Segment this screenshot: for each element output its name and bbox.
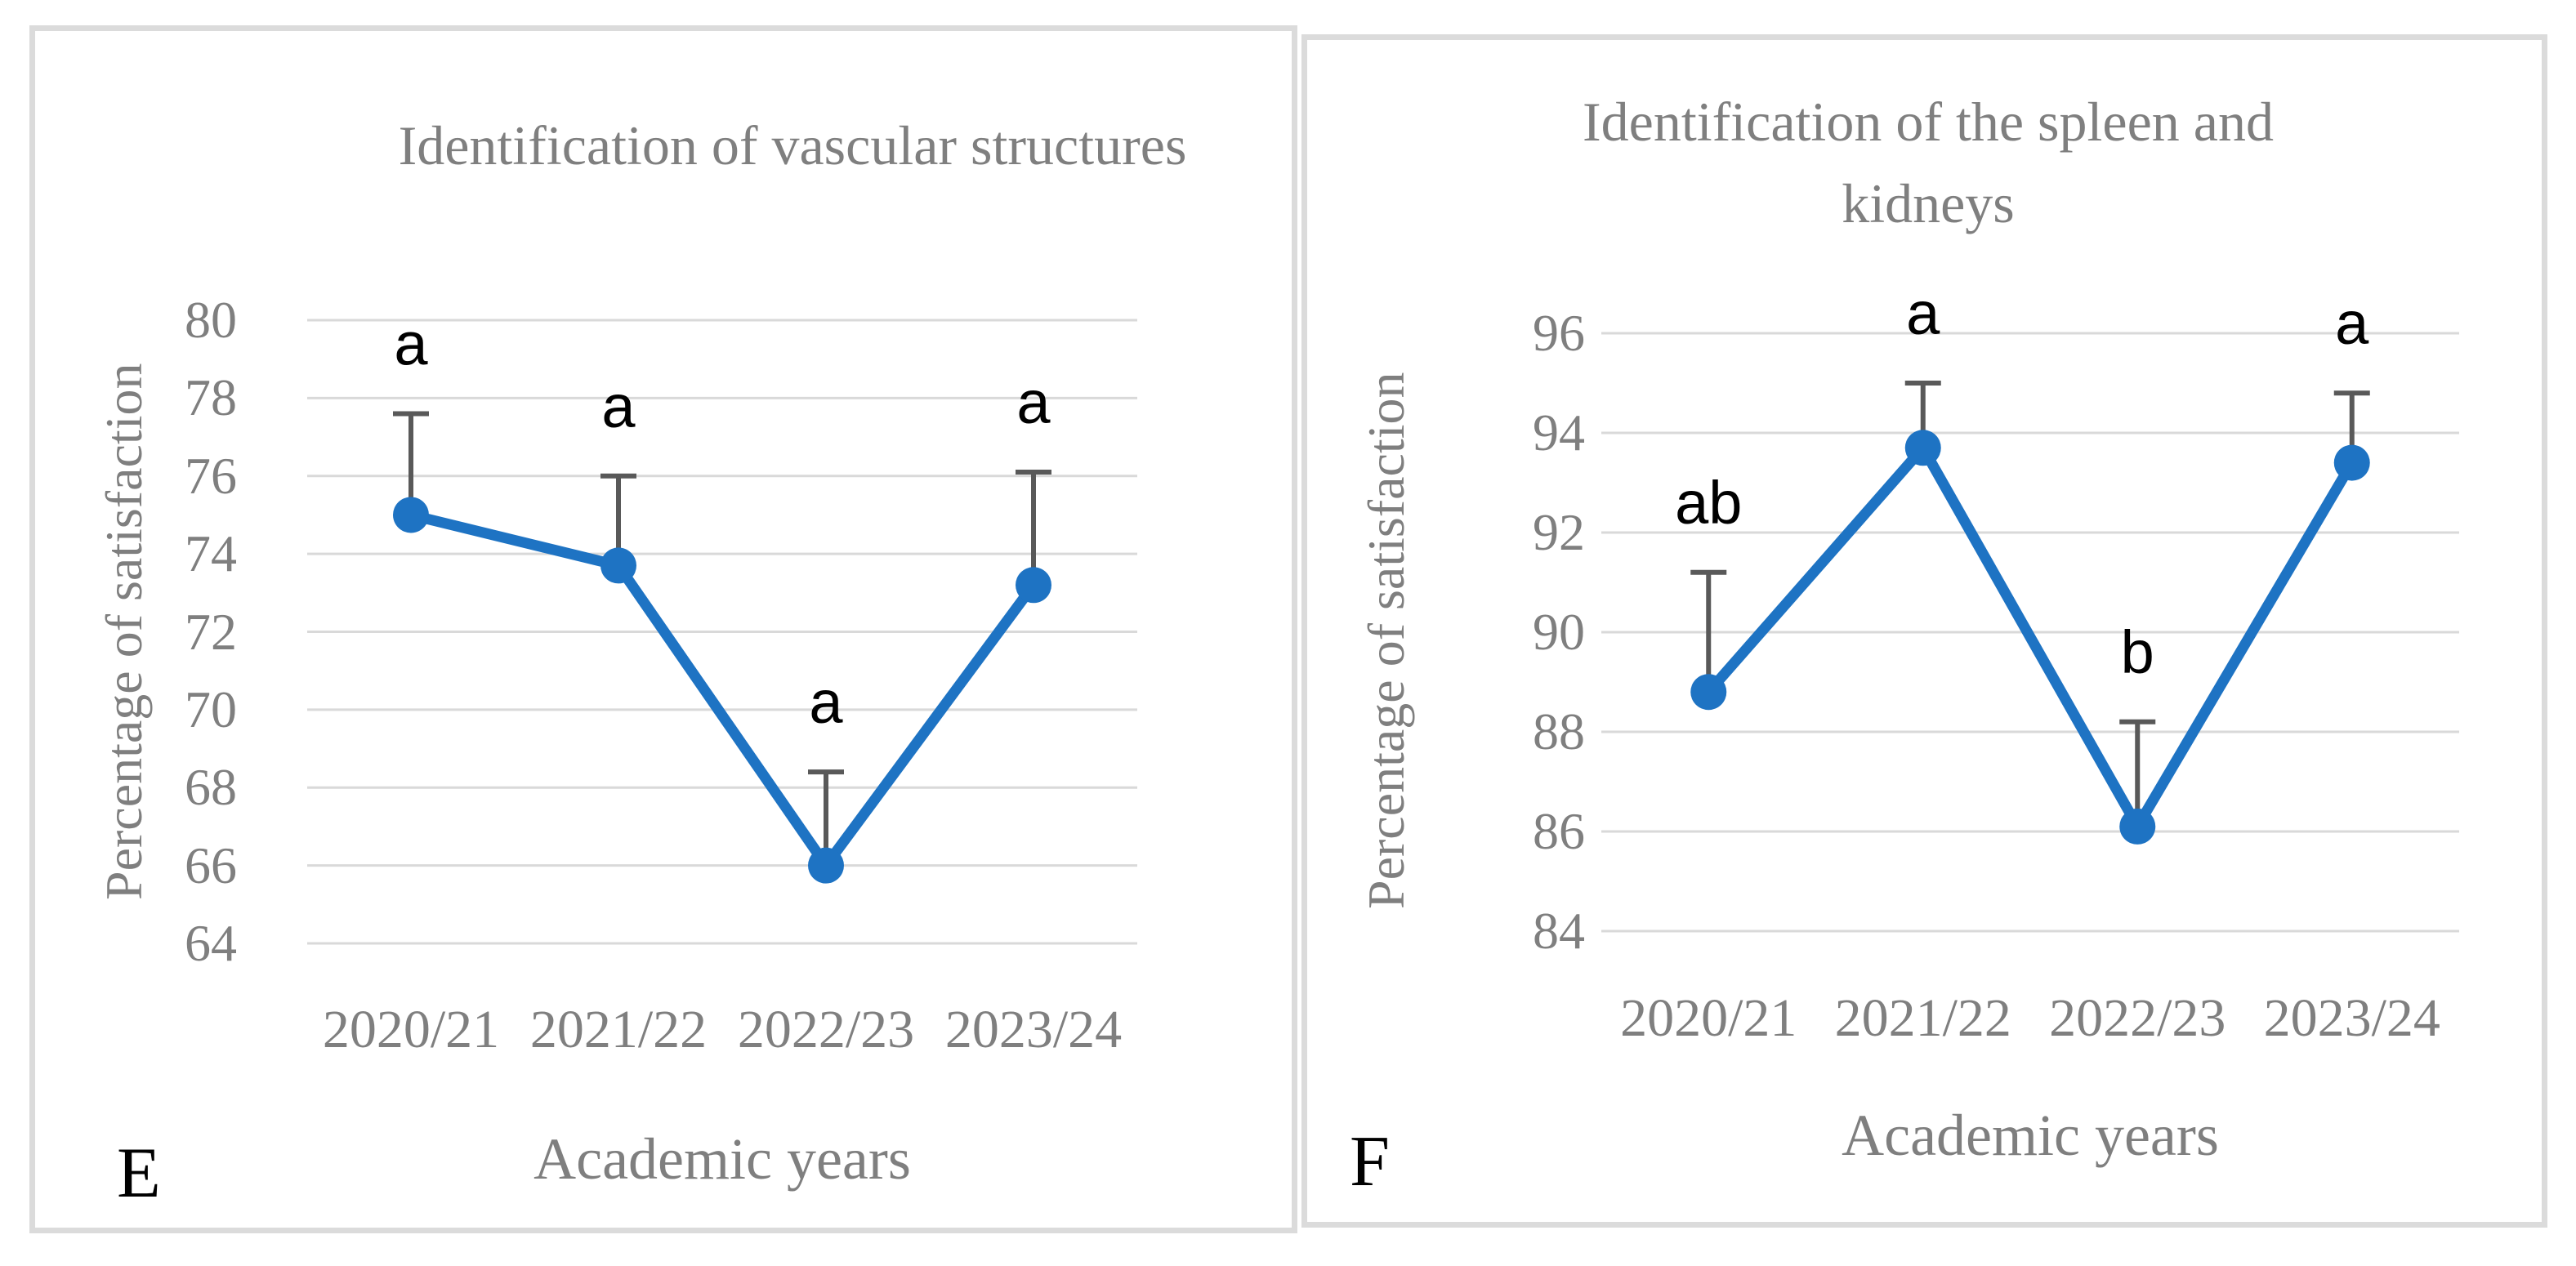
y-tick-label: 76 <box>185 446 237 505</box>
series-line <box>405 509 1039 871</box>
data-point-marker <box>808 847 844 884</box>
significance-letter: a <box>601 372 636 440</box>
y-tick-labels: 96 94 92 90 88 86 84 <box>1462 304 1585 961</box>
significance-letter: ab <box>1675 469 1742 537</box>
data-point-marker <box>2119 808 2156 845</box>
x-tick-label: 2022/23 <box>2049 988 2226 1048</box>
y-tick-label: 96 <box>1533 304 1585 362</box>
significance-letter: a <box>394 310 428 377</box>
series-line <box>1703 442 2358 832</box>
panel-E: Identification of vascular structures Pe… <box>29 25 1297 1233</box>
y-tick-label: 86 <box>1533 802 1585 860</box>
y-tick-label: 70 <box>185 680 237 738</box>
x-tick-label: 2023/24 <box>2263 988 2440 1048</box>
x-tick-labels: 2020/21 2021/22 2022/23 2023/24 <box>1601 987 2459 1050</box>
panel-letter-E: E <box>117 1134 161 1213</box>
plot-area: a a a a <box>307 310 1137 945</box>
y-tick-label: 84 <box>1533 902 1585 960</box>
x-tick-labels: 2020/21 2021/22 2022/23 2023/24 <box>307 999 1137 1061</box>
chart-title-line: Identification of the spleen and <box>1583 91 2274 153</box>
data-point-marker <box>600 547 636 584</box>
data-point-marker <box>2333 444 2370 481</box>
y-axis-title: Percentage of satisfaction <box>1357 372 1415 909</box>
y-tick-label: 74 <box>185 524 237 583</box>
chart-title: Identification of the spleen and kidneys <box>1471 81 2386 244</box>
chart-title-line: kidneys <box>1842 172 2015 234</box>
x-tick-label: 2020/21 <box>1620 988 1797 1048</box>
x-tick-label: 2023/24 <box>944 1000 1123 1059</box>
y-tick-label: 64 <box>185 914 237 972</box>
y-tick-label: 88 <box>1533 702 1585 760</box>
panel-letter-F: F <box>1350 1122 1390 1201</box>
significance-letter: a <box>1016 368 1051 436</box>
y-tick-label: 94 <box>1533 403 1585 461</box>
x-tick-label: 2020/21 <box>322 1000 500 1059</box>
x-tick-label: 2022/23 <box>737 1000 915 1059</box>
x-axis-title: Academic years <box>534 1126 911 1192</box>
y-tick-label: 92 <box>1533 503 1585 561</box>
significance-letter: a <box>1906 279 1940 347</box>
chart-title: Identification of vascular structures <box>335 105 1250 186</box>
y-tick-label: 66 <box>185 836 237 894</box>
y-tick-labels: 80 78 76 74 72 70 68 66 64 <box>114 291 237 973</box>
data-point-marker <box>1904 430 1941 466</box>
y-tick-label: 78 <box>185 368 237 427</box>
panel-F: Identification of the spleen and kidneys… <box>1301 34 2547 1228</box>
significance-letter: a <box>2335 289 2369 357</box>
x-axis-title: Academic years <box>1842 1103 2219 1168</box>
data-point-marker <box>393 497 429 533</box>
x-tick-label: 2021/22 <box>1834 988 2011 1048</box>
x-tick-label: 2021/22 <box>529 1000 708 1059</box>
data-point-marker <box>1016 567 1051 604</box>
significance-letter: b <box>2121 618 2154 686</box>
y-tick-label: 80 <box>185 291 237 349</box>
data-point-marker <box>1690 674 1727 711</box>
y-tick-label: 68 <box>185 758 237 817</box>
y-tick-label: 72 <box>185 602 237 661</box>
significance-letter: a <box>809 668 843 736</box>
y-tick-label: 90 <box>1533 603 1585 661</box>
chart-title-line: Identification of vascular structures <box>398 114 1187 176</box>
